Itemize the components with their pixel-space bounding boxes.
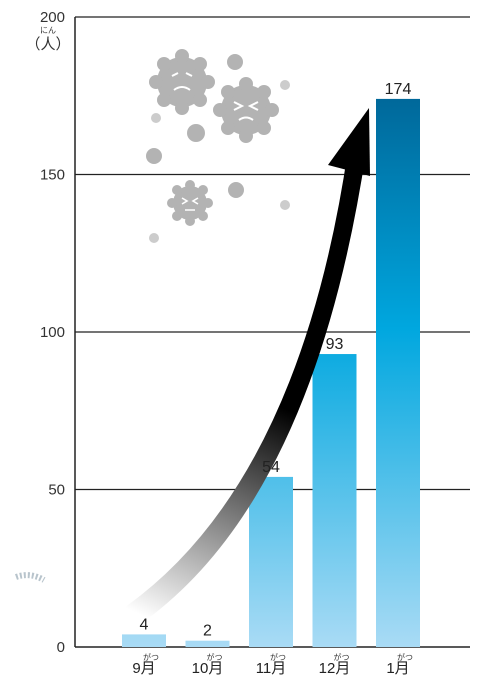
x-tick-ruby: がつ <box>143 652 159 662</box>
x-tick-label: 12月 <box>319 660 351 677</box>
x-tick-ruby: がつ <box>397 652 413 662</box>
y-axis-unit-ruby: にん <box>40 26 56 35</box>
data-label: 54 <box>262 459 280 476</box>
bar <box>376 98 420 647</box>
y-tick-labels: 0 50 100 150 200 <box>40 9 65 656</box>
bar <box>249 476 293 647</box>
y-axis-unit: （人） <box>25 35 70 53</box>
x-tick-ruby: がつ <box>270 652 286 662</box>
y-tick-label: 0 <box>57 639 65 656</box>
data-label: 4 <box>140 616 149 633</box>
virus-icon <box>167 180 213 226</box>
bar <box>122 634 166 647</box>
y-tick-label: 50 <box>48 482 65 499</box>
x-tick-ruby: がつ <box>207 652 223 662</box>
virus-icon <box>213 77 279 143</box>
x-tick-label: 11月 <box>256 660 287 677</box>
data-label: 174 <box>385 81 412 98</box>
x-tick-label: 10月 <box>192 660 224 677</box>
rising-arrow-icon <box>118 108 370 620</box>
y-tick-label: 150 <box>40 167 65 184</box>
virus-icon <box>149 49 215 115</box>
x-tick-ruby: がつ <box>334 652 350 662</box>
x-tick-label: 1月 <box>386 660 409 677</box>
virus-illustration <box>14 49 290 583</box>
y-tick-label: 100 <box>40 324 65 341</box>
bar <box>312 354 357 647</box>
data-label: 93 <box>326 336 344 353</box>
y-tick-label: 200 <box>40 9 65 26</box>
bars <box>122 98 420 647</box>
x-tick-label: 9月 <box>132 660 155 677</box>
value-labels: 4 2 54 93 174 <box>140 81 412 640</box>
data-label: 2 <box>203 623 212 640</box>
bar <box>185 640 230 647</box>
